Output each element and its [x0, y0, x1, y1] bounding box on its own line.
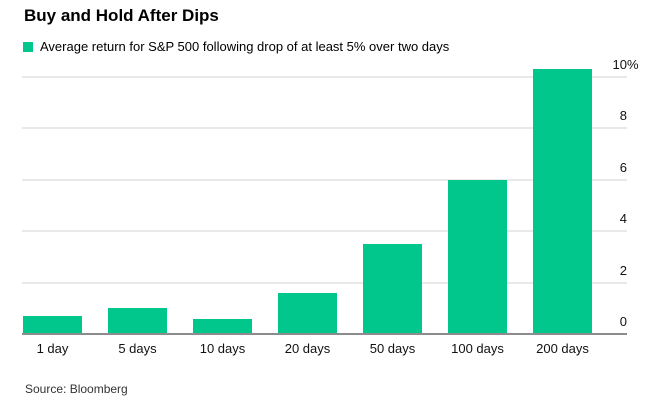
- bar-cell-200-days: [520, 0, 605, 334]
- x-tick-label-20-days: 20 days: [284, 341, 331, 356]
- x-tick-label-10-days: 10 days: [199, 341, 246, 356]
- x-tick-label-100-days: 100 days: [451, 341, 504, 356]
- gridline-2: [22, 281, 627, 284]
- legend-swatch-icon: [23, 41, 33, 52]
- bar-cell-50-days: [350, 0, 435, 334]
- y-tick-label-10: 10%: [612, 57, 639, 72]
- bar-cell-20-days: [265, 0, 350, 334]
- bar-10-days: [193, 318, 252, 334]
- bar-200-days: [533, 69, 592, 334]
- y-tick-label-8: 8: [619, 108, 627, 124]
- y-tick-label-2: 2: [619, 262, 627, 278]
- x-tick-label-5-days: 5 days: [118, 341, 157, 356]
- y-tick-label-0: 0: [619, 314, 627, 329]
- x-axis-labels: 1 day 5 days 10 days 20 days 50 days 100 days…: [10, 341, 605, 357]
- x-axis-line: [22, 333, 627, 335]
- y-axis-unit: %: [627, 57, 639, 72]
- x-tick-label-200-days: 200 days: [536, 341, 589, 356]
- gridline-4: [22, 230, 627, 233]
- legend: Average return for S&P 500 following dro…: [23, 39, 449, 54]
- legend-label: Average return for S&P 500 following dro…: [40, 39, 450, 54]
- bar-50-days: [363, 244, 422, 334]
- bar-cell-100-days: [435, 0, 520, 334]
- bar-100-days: [448, 179, 507, 334]
- x-tick-label-1-day: 1 day: [36, 341, 69, 356]
- source-note: Source: Bloomberg: [25, 382, 128, 396]
- bar-cell-1-day: [10, 0, 95, 334]
- bar-1-day: [23, 316, 82, 334]
- gridline-8: [22, 127, 627, 130]
- x-tick-label-50-days: 50 days: [369, 341, 416, 356]
- gridline-6: [22, 178, 627, 181]
- bars-group: [10, 0, 605, 334]
- y-tick-label-4: 4: [619, 211, 627, 227]
- bar-cell-10-days: [180, 0, 265, 334]
- bar-cell-5-days: [95, 0, 180, 334]
- chart-title: Buy and Hold After Dips: [24, 6, 219, 25]
- gridline-10: [22, 76, 627, 78]
- bar-20-days: [278, 292, 337, 334]
- bar-5-days: [108, 308, 167, 334]
- y-tick-label-6: 6: [619, 159, 627, 175]
